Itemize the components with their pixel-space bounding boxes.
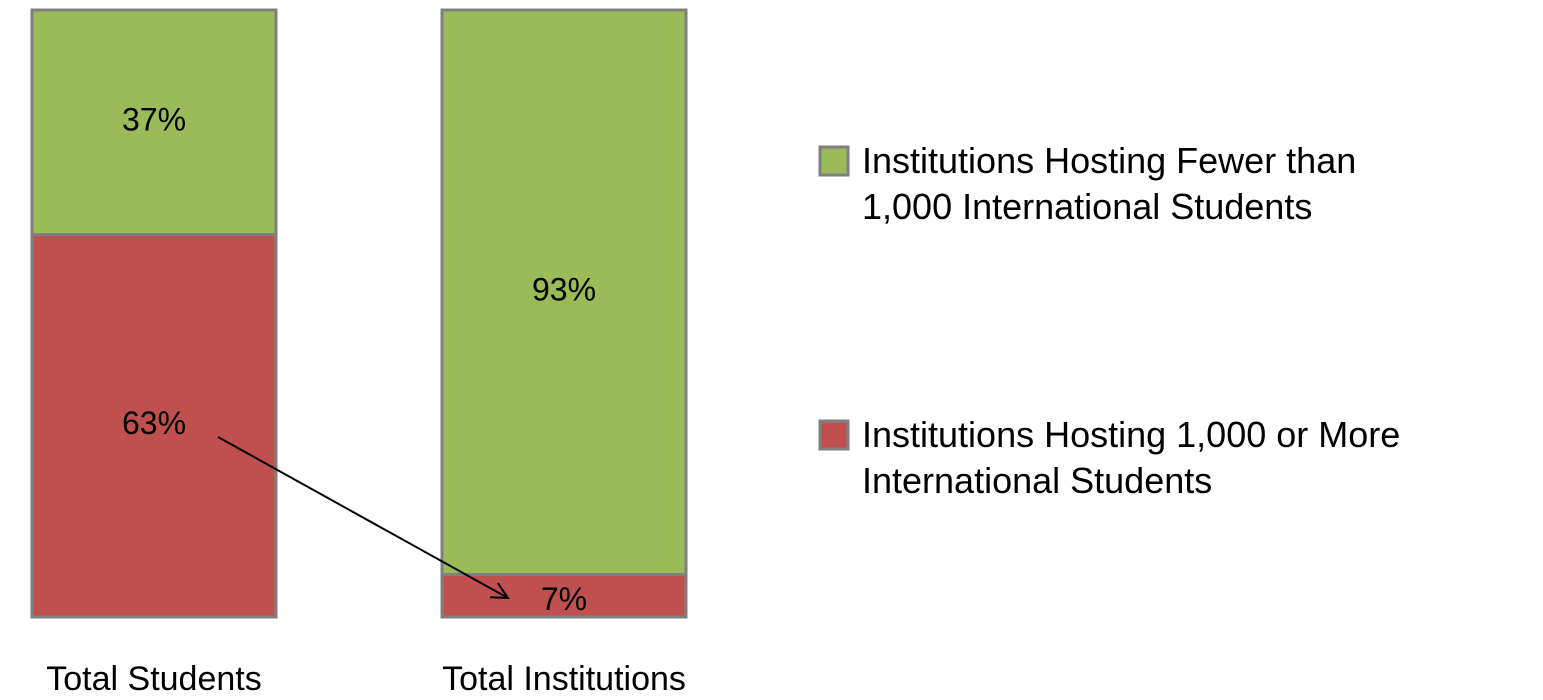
bar-segment: [30, 8, 278, 237]
legend-label: Institutions Hosting 1,000 or More Inter…: [862, 414, 1401, 501]
bar-segment: [440, 8, 688, 577]
legend-label: Institutions Hosting Fewer than 1,000 In…: [862, 140, 1357, 227]
data-label: 7%: [541, 581, 587, 617]
annotation-arrow: [217, 436, 508, 598]
legend-swatch: [818, 419, 850, 451]
x-tick-label: Total Institutions: [442, 660, 686, 698]
data-label: 37%: [122, 102, 186, 138]
x-tick-label: Total Students: [46, 660, 261, 698]
bar-segment: [30, 233, 278, 619]
data-label: 63%: [122, 405, 186, 441]
legend-swatch: [818, 145, 850, 177]
data-label: 93%: [532, 272, 596, 308]
